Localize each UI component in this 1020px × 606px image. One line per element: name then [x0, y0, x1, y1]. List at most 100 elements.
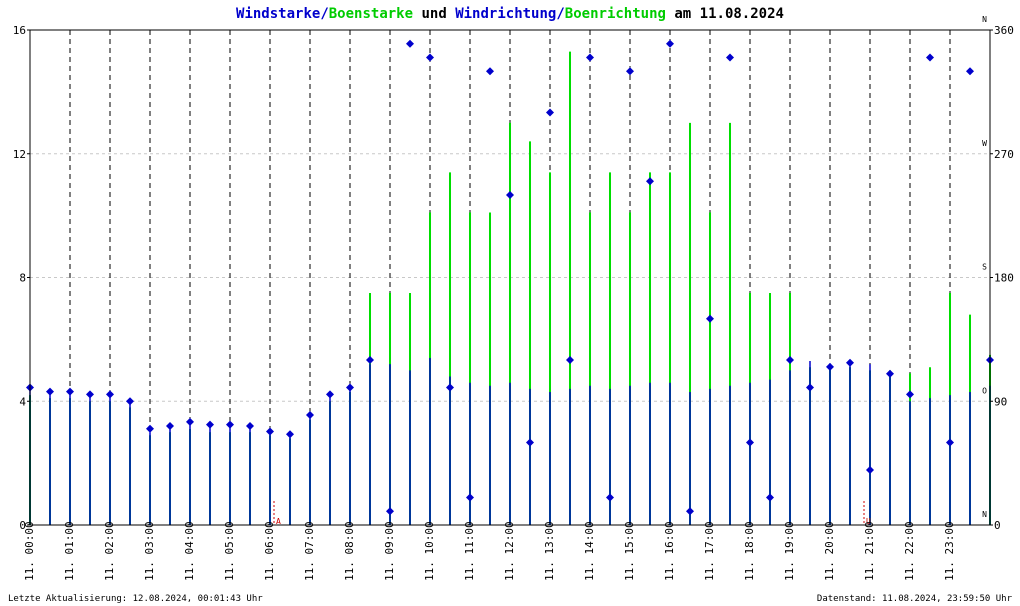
- direction-point: [506, 191, 514, 199]
- direction-point: [286, 430, 294, 439]
- direction-point: [466, 493, 474, 502]
- direction-point: [246, 422, 254, 430]
- direction-point: [926, 53, 934, 62]
- compass-label: N: [982, 15, 987, 24]
- y-left-tick-label: 16: [13, 24, 26, 37]
- direction-point: [346, 383, 354, 392]
- direction-point: [306, 411, 314, 419]
- x-tick-label: 11. 10:00: [423, 521, 436, 581]
- direction-point: [906, 390, 914, 399]
- x-tick-label: 11. 01:00: [63, 521, 76, 581]
- direction-point: [546, 108, 554, 117]
- footer-right: Datenstand: 11.08.2024, 23:59:50 Uhr: [817, 594, 1013, 604]
- direction-point: [766, 493, 774, 502]
- direction-point: [866, 466, 874, 474]
- title-part-0: Windstarke: [236, 6, 320, 22]
- direction-point: [46, 387, 54, 396]
- y-right-tick-label: 270: [994, 148, 1014, 161]
- x-tick-label: 11. 09:00: [383, 521, 396, 581]
- direction-point: [566, 356, 574, 364]
- x-tick-label: 11. 22:00: [903, 521, 916, 581]
- direction-point: [406, 39, 414, 48]
- event-marker-label: U: [866, 517, 871, 526]
- direction-point: [166, 422, 174, 430]
- x-tick-label: 11. 03:00: [143, 521, 156, 581]
- direction-point: [826, 362, 834, 371]
- title-part-2: Boenstarke: [329, 6, 413, 22]
- compass-label: N: [982, 510, 987, 519]
- direction-point: [366, 356, 374, 364]
- direction-point: [86, 390, 94, 399]
- direction-point: [146, 424, 154, 433]
- y-right-tick-label: 180: [994, 272, 1014, 285]
- direction-point: [206, 420, 214, 429]
- footer-left: Letzte Aktualisierung: 12.08.2024, 00:01…: [8, 594, 263, 604]
- compass-label: O: [982, 386, 987, 395]
- direction-point: [686, 507, 694, 516]
- event-marker-label: A: [276, 517, 281, 526]
- title-part-1: /: [320, 6, 328, 22]
- y-left-tick-label: 8: [19, 272, 26, 285]
- direction-point: [646, 177, 654, 186]
- x-tick-label: 11. 14:00: [583, 521, 596, 581]
- direction-point: [426, 53, 434, 62]
- direction-point: [746, 438, 754, 447]
- x-tick-label: 11. 00:00: [23, 521, 36, 581]
- direction-point: [966, 67, 974, 76]
- x-tick-label: 11. 05:00: [223, 521, 236, 581]
- wind-bars: [29, 357, 991, 525]
- x-tick-label: 11. 18:00: [743, 521, 756, 581]
- direction-point: [846, 358, 854, 367]
- compass-label: S: [982, 263, 987, 272]
- direction-point: [626, 67, 634, 76]
- y-left-tick-label: 4: [19, 395, 26, 408]
- x-tick-label: 11. 15:00: [623, 521, 636, 581]
- direction-point: [786, 356, 794, 364]
- direction-point: [486, 67, 494, 76]
- direction-point: [946, 438, 954, 447]
- direction-point: [726, 53, 734, 62]
- direction-point: [886, 369, 894, 378]
- x-tick-label: 11. 17:00: [703, 521, 716, 581]
- direction-point: [526, 438, 534, 447]
- title-part-5: /: [556, 6, 564, 22]
- title-part-3: und: [413, 6, 455, 22]
- x-tick-label: 11. 06:00: [263, 521, 276, 581]
- direction-point: [126, 397, 134, 406]
- title-part-4: Windrichtung: [455, 6, 556, 22]
- title-part-6: Boenrichtung: [565, 6, 666, 22]
- chart-title: Windstarke/Boenstarke und Windrichtung/B…: [236, 6, 784, 22]
- x-tick-label: 11. 16:00: [663, 521, 676, 581]
- x-tick-label: 11. 13:00: [543, 521, 556, 581]
- y-right-tick-label: 90: [994, 395, 1007, 408]
- direction-point: [606, 493, 614, 502]
- x-tick-label: 11. 21:00: [863, 521, 876, 581]
- right-y-axis: 0 90 180 270 360 N O S W N: [982, 15, 1014, 532]
- direction-point: [226, 420, 234, 429]
- direction-point: [446, 383, 454, 392]
- y-right-tick-label: 360: [994, 24, 1014, 37]
- direction-point: [106, 390, 114, 399]
- direction-point: [186, 417, 194, 426]
- x-tick-label: 11. 23:00: [943, 521, 956, 581]
- direction-point: [66, 387, 74, 396]
- left-y-axis: 0 4 8 12 16: [13, 24, 30, 532]
- x-axis: 11. 00:00 11. 01:00 11. 02:00 11. 03:00 11. …: [23, 521, 956, 581]
- y-left-tick-label: 0: [19, 519, 26, 532]
- x-tick-label: 11. 20:00: [823, 521, 836, 581]
- y-right-tick-label: 0: [994, 519, 1001, 532]
- direction-point: [806, 383, 814, 392]
- direction-point: [586, 53, 594, 62]
- direction-point: [386, 507, 394, 516]
- direction-point: [266, 427, 274, 436]
- x-tick-label: 11. 08:00: [343, 521, 356, 581]
- x-tick-label: 11. 04:00: [183, 521, 196, 581]
- title-part-7: am 11.08.2024: [666, 6, 784, 22]
- direction-point: [666, 39, 674, 48]
- compass-label: W: [982, 139, 987, 148]
- direction-point: [326, 390, 334, 399]
- direction-point: [706, 314, 714, 323]
- x-tick-label: 11. 19:00: [783, 521, 796, 581]
